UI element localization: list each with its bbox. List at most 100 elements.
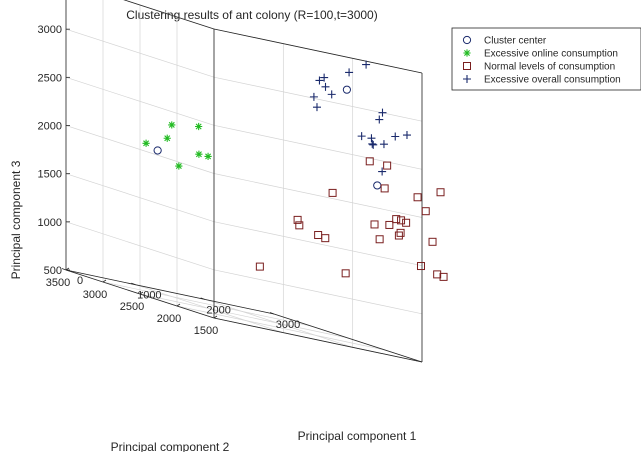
series-3-point — [379, 140, 388, 149]
x-tick-label: 0 — [77, 275, 83, 287]
z-tick-label: 1500 — [38, 169, 62, 181]
series-1-point — [195, 122, 203, 131]
series-3-point — [315, 76, 324, 85]
axis-edge — [65, 269, 275, 315]
series-2-point — [295, 221, 304, 230]
series-3-point — [312, 103, 321, 112]
y-axis-label: Principal component 2 — [111, 440, 230, 452]
series-3-point — [378, 108, 387, 117]
series-3-point — [367, 134, 376, 143]
x-tick-mark — [269, 312, 275, 315]
tick-labels: 0 1000 2000 3000 3500 3000 2500 2000 1500 500 1000… — [38, 24, 301, 337]
x-tick-mark — [61, 268, 67, 271]
grid-line-y-floor — [102, 281, 312, 327]
z-tick-label: 2000 — [38, 121, 62, 133]
series-2-point — [396, 228, 405, 237]
y-tick-mark — [139, 291, 144, 295]
x-tick-label: 3000 — [276, 319, 300, 331]
legend-label-2: Normal levels of consumption — [484, 62, 615, 73]
y-tick-label: 1500 — [194, 325, 218, 337]
x-tick-label: 1000 — [137, 290, 161, 302]
series-3-point — [402, 131, 411, 140]
z-tick-label: 2500 — [38, 72, 62, 84]
y-tick-label: 3500 — [46, 277, 70, 289]
series-3-point — [357, 132, 366, 141]
grid-line-z-right — [213, 76, 423, 122]
series-3-point — [369, 140, 378, 149]
axis-edge — [213, 28, 423, 74]
series-0-point — [373, 181, 382, 190]
grid-line-z-right — [213, 173, 423, 218]
legend-marker-1 — [463, 49, 471, 57]
series-2-point — [341, 269, 350, 278]
legend-marker-2 — [463, 62, 471, 70]
x-axis-label: Principal component 1 — [298, 429, 417, 443]
chart-title: Clustering results of ant colony (R=100,… — [126, 8, 377, 22]
x-tick-mark — [200, 297, 205, 300]
z-tick-label: 1000 — [38, 217, 62, 229]
series-3-point — [321, 82, 330, 91]
axis-edge — [123, 0, 215, 30]
x-tick-mark — [131, 282, 136, 286]
grid-line-z-right — [213, 269, 423, 315]
series-2-point — [328, 188, 337, 197]
grid-line-y-floor — [139, 293, 349, 339]
series-3-point — [375, 115, 384, 124]
grid-line-y-floor — [176, 305, 386, 351]
series-2-point — [314, 231, 323, 240]
y-tick-label: 2000 — [157, 313, 181, 325]
series-2-point — [428, 237, 437, 246]
y-tick-label: 3000 — [83, 289, 107, 301]
legend-box — [451, 27, 641, 91]
z-tick-label: 3000 — [38, 24, 62, 36]
series-2-point — [439, 272, 448, 281]
series-2-point — [321, 234, 330, 243]
series-0-point — [342, 85, 351, 94]
series-1-point — [175, 162, 183, 170]
legend-label-1: Excessive online consumption — [484, 49, 618, 60]
legend-items: Cluster center Excessive online consumpti… — [462, 35, 621, 86]
series-2-point — [365, 157, 374, 166]
series-2-point — [397, 216, 406, 225]
series-2-point — [293, 215, 302, 224]
legend: Cluster center Excessive online consumpti… — [451, 27, 641, 91]
y-tick-mark — [176, 303, 181, 307]
series-3-point — [368, 139, 377, 148]
series-3-point — [345, 68, 354, 77]
series-3-point — [391, 132, 400, 141]
series-3-point — [378, 167, 387, 176]
legend-marker-0 — [462, 35, 472, 45]
series-2-point — [383, 161, 392, 170]
series-1-point — [142, 139, 150, 147]
axis-edge — [273, 313, 423, 363]
legend-label-3: Excessive overall consumption — [484, 75, 621, 86]
series-3-point — [320, 73, 329, 82]
series-2-point — [380, 184, 389, 193]
legend-label-0: Cluster center — [484, 36, 547, 47]
axis-box — [61, 0, 423, 363]
series-2-point — [416, 262, 425, 271]
series-3-point — [309, 92, 318, 101]
x-tick-label: 2000 — [206, 304, 230, 316]
grid-line-z-right — [213, 221, 423, 267]
y-tick-mark — [213, 315, 218, 319]
series-2-point — [421, 207, 430, 216]
series-2-point — [255, 262, 264, 271]
y-tick-label: 2500 — [120, 301, 144, 313]
series-2-point — [385, 220, 394, 229]
axis-edge — [213, 317, 423, 363]
series-3-point — [362, 60, 371, 69]
series-2-point — [370, 220, 379, 229]
series-2-point — [402, 218, 411, 227]
series-2-point — [392, 215, 401, 224]
series-1-point — [204, 152, 212, 161]
z-tick-label: 500 — [44, 265, 62, 277]
y-tick-mark — [102, 279, 107, 283]
series-0-point — [153, 146, 162, 155]
series-2-point — [413, 193, 422, 202]
series-2-point — [375, 235, 384, 244]
series-1-point — [168, 121, 176, 129]
series-1-point — [163, 134, 171, 142]
series-2-point — [394, 231, 403, 240]
